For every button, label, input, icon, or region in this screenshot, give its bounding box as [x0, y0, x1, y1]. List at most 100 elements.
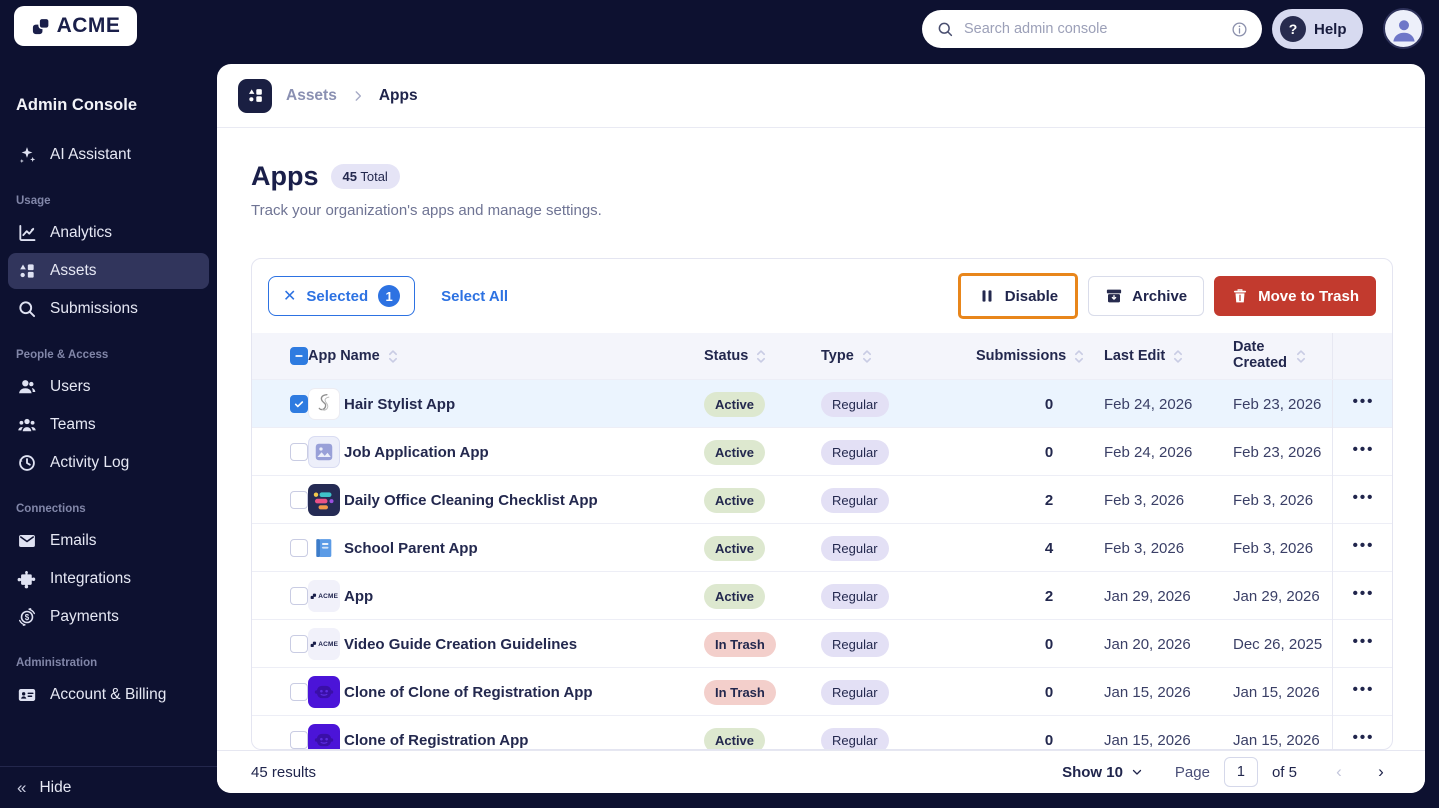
type-badge: Regular [821, 488, 889, 513]
column-header-actions [1332, 333, 1393, 379]
row-checkbox[interactable] [290, 731, 308, 749]
sidebar-item-activity-log[interactable]: Activity Log [8, 445, 209, 481]
sidebar-item-account-billing[interactable]: Account & Billing [8, 677, 209, 713]
row-actions-menu[interactable]: ••• [1353, 633, 1375, 656]
page-number-input[interactable] [1224, 757, 1258, 787]
magnifier-icon [17, 299, 37, 319]
submissions-count: 0 [976, 636, 1104, 653]
sort-icon[interactable] [387, 349, 399, 364]
submissions-count: 2 [976, 492, 1104, 509]
row-checkbox[interactable] [290, 491, 308, 509]
row-actions-menu[interactable]: ••• [1353, 537, 1375, 560]
table-footer: 45 results Show 10 Page of 5 ‹ › [217, 750, 1425, 793]
page-total: of 5 [1272, 764, 1297, 781]
row-checkbox[interactable] [290, 395, 308, 413]
sidebar-item-emails[interactable]: Emails [8, 523, 209, 559]
sort-icon[interactable] [1073, 349, 1085, 364]
sidebar-item-teams[interactable]: Teams [8, 407, 209, 443]
app-name-link[interactable]: School Parent App [344, 540, 704, 557]
sidebar-item-users[interactable]: Users [8, 369, 209, 405]
row-checkbox[interactable] [290, 587, 308, 605]
sparkles-icon [17, 145, 37, 165]
row-actions-menu[interactable]: ••• [1353, 681, 1375, 704]
archive-button[interactable]: Archive [1088, 276, 1204, 316]
prev-page-button[interactable]: ‹ [1325, 758, 1353, 786]
sidebar-section-label: Usage [0, 175, 217, 213]
sidebar-item-payments[interactable]: $Payments [8, 599, 209, 635]
sidebar-section-label: Administration [0, 637, 217, 675]
type-badge: Regular [821, 392, 889, 417]
row-actions-menu[interactable]: ••• [1353, 441, 1375, 464]
sort-icon[interactable] [755, 349, 767, 364]
breadcrumb-assets[interactable]: Assets [286, 87, 337, 105]
move-to-trash-button[interactable]: Move to Trash [1214, 276, 1376, 316]
column-header-date-created[interactable]: Date Created [1233, 340, 1332, 372]
sort-icon[interactable] [1295, 349, 1307, 364]
chart-line-icon [17, 223, 37, 243]
column-header-status[interactable]: Status [704, 348, 821, 364]
sidebar-item-assets[interactable]: Assets [8, 253, 209, 289]
submissions-count: 0 [976, 444, 1104, 461]
user-avatar[interactable] [1383, 8, 1424, 49]
table-header: App Name Status Type Submissions Last Ed… [252, 333, 1392, 379]
select-all-checkbox[interactable] [290, 347, 308, 365]
sidebar-item-label: Account & Billing [50, 686, 166, 704]
select-all-link[interactable]: Select All [441, 288, 508, 305]
app-name-link[interactable]: Hair Stylist App [344, 396, 704, 413]
sort-icon[interactable] [1172, 349, 1184, 364]
users-group-icon [17, 415, 37, 435]
chevron-right-icon [351, 89, 365, 103]
acme-logo[interactable]: ACME [14, 6, 137, 46]
row-checkbox[interactable] [290, 635, 308, 653]
submissions-count: 0 [976, 396, 1104, 413]
type-badge: Regular [821, 680, 889, 705]
selected-count-badge: 1 [378, 285, 400, 307]
sidebar-item-integrations[interactable]: Integrations [8, 561, 209, 597]
info-icon[interactable] [1231, 21, 1248, 38]
last-edit-date: Jan 29, 2026 [1104, 588, 1233, 605]
question-icon: ? [1280, 16, 1306, 42]
search-input[interactable] [964, 21, 1221, 37]
table-row: Clone of Clone of Registration App In Tr… [252, 667, 1392, 715]
column-header-app-name[interactable]: App Name [308, 348, 704, 364]
help-button[interactable]: ? Help [1272, 9, 1363, 49]
last-edit-date: Jan 15, 2026 [1104, 732, 1233, 749]
date-created: Feb 23, 2026 [1233, 444, 1332, 461]
row-actions-menu[interactable]: ••• [1353, 489, 1375, 512]
sort-icon[interactable] [861, 349, 873, 364]
app-name-link[interactable]: Clone of Clone of Registration App [344, 684, 704, 701]
sidebar-item-label: Analytics [50, 224, 112, 242]
next-page-button[interactable]: › [1367, 758, 1395, 786]
app-name-link[interactable]: Daily Office Cleaning Checklist App [344, 492, 704, 509]
status-badge: In Trash [704, 632, 776, 657]
puzzle-icon [17, 569, 37, 589]
row-checkbox[interactable] [290, 539, 308, 557]
app-name-link[interactable]: Job Application App [344, 444, 704, 461]
app-name-link[interactable]: App [344, 588, 704, 605]
sidebar-item-ai-assistant[interactable]: AI Assistant [8, 137, 209, 173]
submissions-count: 0 [976, 732, 1104, 749]
row-actions-menu[interactable]: ••• [1353, 585, 1375, 608]
row-checkbox[interactable] [290, 443, 308, 461]
app-name-link[interactable]: Clone of Registration App [344, 732, 704, 749]
row-actions-menu[interactable]: ••• [1353, 393, 1375, 416]
archive-icon [1105, 287, 1123, 305]
sidebar-item-label: Activity Log [50, 454, 129, 472]
row-checkbox[interactable] [290, 683, 308, 701]
disable-button[interactable]: Disable [958, 273, 1078, 319]
row-actions-menu[interactable]: ••• [1353, 729, 1375, 751]
sidebar-item-analytics[interactable]: Analytics [8, 215, 209, 251]
breadcrumb-apps: Apps [379, 87, 418, 105]
clear-selection-icon[interactable]: ✕ [283, 286, 296, 306]
column-header-submissions[interactable]: Submissions [976, 348, 1104, 364]
sidebar-hide-button[interactable]: « Hide [0, 766, 217, 808]
type-badge: Regular [821, 440, 889, 465]
submissions-count: 4 [976, 540, 1104, 557]
column-header-last-edit[interactable]: Last Edit [1104, 348, 1233, 364]
status-badge: Active [704, 488, 765, 513]
column-header-type[interactable]: Type [821, 348, 976, 364]
selected-filter-button[interactable]: ✕ Selected 1 [268, 276, 415, 316]
sidebar-item-submissions[interactable]: Submissions [8, 291, 209, 327]
app-name-link[interactable]: Video Guide Creation Guidelines [344, 636, 704, 653]
page-size-select[interactable]: Show 10 [1062, 764, 1143, 781]
